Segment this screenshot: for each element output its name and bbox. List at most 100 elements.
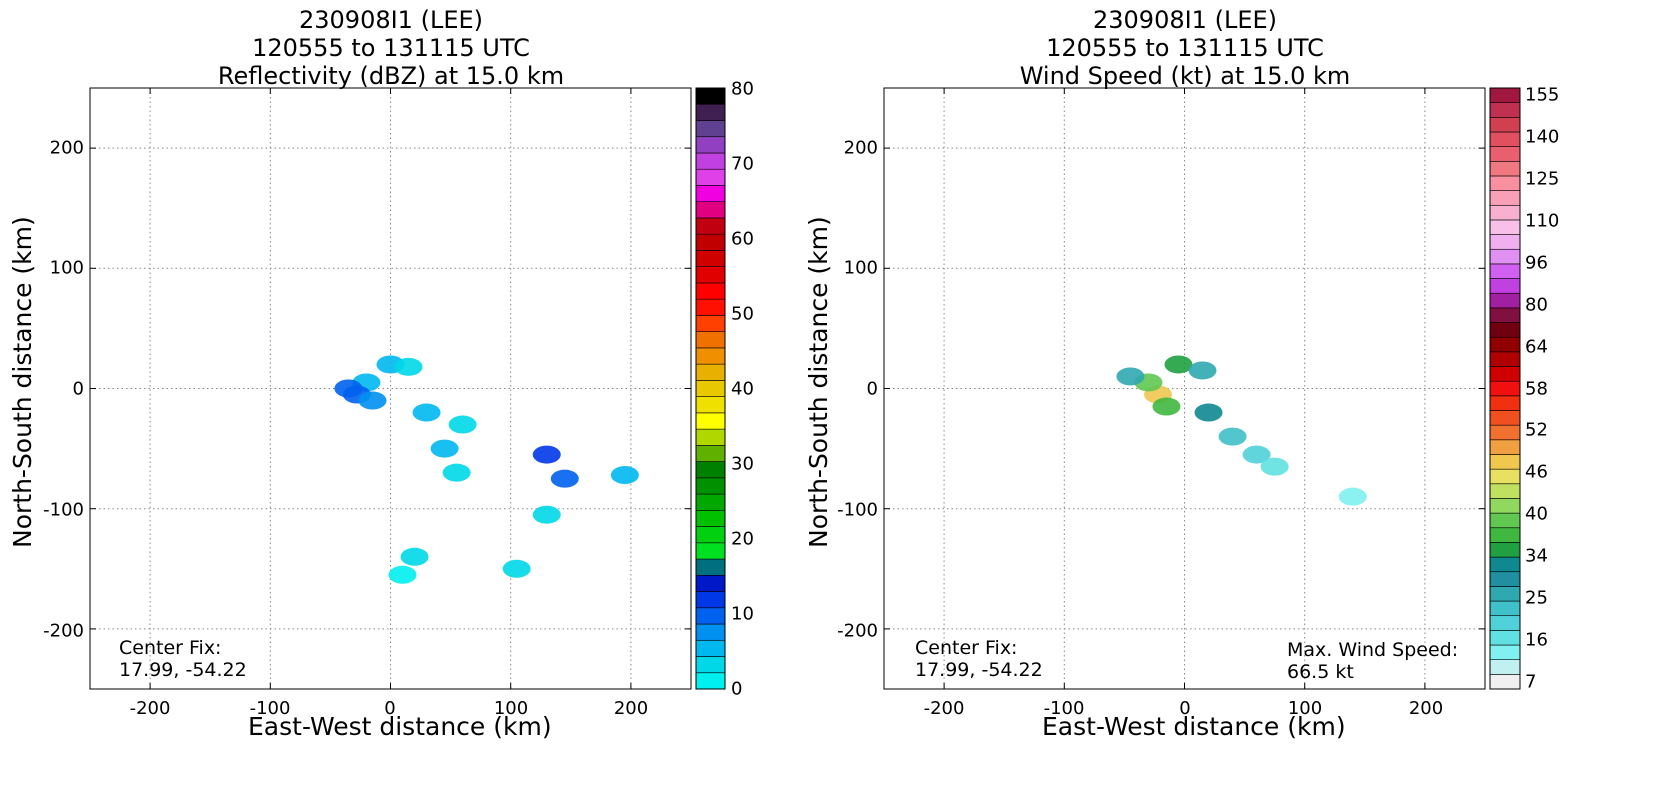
colorbar-segment xyxy=(1489,498,1521,514)
colorbar-tick-label: 140 xyxy=(1525,126,1560,148)
colorbar-segment xyxy=(1489,190,1521,206)
x-tick-label: 100 xyxy=(1287,698,1323,719)
echo-cell xyxy=(394,357,423,376)
x-tick-label: -200 xyxy=(923,698,965,719)
echo-cell xyxy=(400,547,429,566)
colorbar-segment xyxy=(1489,234,1521,250)
colorbar-frame xyxy=(695,87,726,690)
echo-cell xyxy=(1242,445,1271,464)
y-tick-label: -100 xyxy=(837,499,878,521)
echo-cell xyxy=(1194,403,1223,422)
x-tick-label: -200 xyxy=(129,698,171,719)
echo-cell xyxy=(610,466,639,485)
colorbar-segment xyxy=(1489,615,1521,631)
colorbar-segment xyxy=(1489,424,1521,441)
colorbar-segment xyxy=(695,136,726,154)
echo-cell xyxy=(1188,361,1217,380)
max-wind-label: Max. Wind Speed: xyxy=(1287,639,1459,661)
x-tick-label: 0 xyxy=(384,698,396,719)
echo-cell xyxy=(1152,397,1181,416)
colorbar-tick-label: 40 xyxy=(731,378,754,400)
plot-frame xyxy=(89,87,692,690)
colorbar-segment xyxy=(695,526,726,544)
colorbar-segment xyxy=(1489,322,1521,338)
x-tick-label: -100 xyxy=(249,698,291,719)
echo-cell xyxy=(358,391,387,410)
colorbar-segment xyxy=(695,477,726,495)
colorbar-segment xyxy=(1489,351,1521,367)
x-axis-title: East-West distance (km) xyxy=(1042,712,1346,741)
colorbar-segment xyxy=(1489,146,1521,162)
echo-cell xyxy=(430,439,459,458)
colorbar-segment xyxy=(695,298,726,316)
x-tick-label: 200 xyxy=(1408,698,1444,719)
colorbar-segment xyxy=(1489,644,1521,660)
colorbar-tick-label: 52 xyxy=(1525,419,1548,441)
colorbar-segment xyxy=(695,363,726,381)
colorbar-tick-label: 46 xyxy=(1525,461,1548,483)
colorbar-segment xyxy=(695,315,726,332)
echo-cell xyxy=(532,445,561,464)
y-tick-label: 100 xyxy=(843,257,878,279)
colorbar-segment xyxy=(1489,556,1521,573)
center-fix-value: 17.99, -54.22 xyxy=(119,659,247,681)
echo-cell xyxy=(448,415,477,434)
colorbar-segment xyxy=(695,510,726,527)
x-tick-label: -100 xyxy=(1043,698,1085,719)
colorbar-segment xyxy=(1489,512,1521,529)
colorbar-segment xyxy=(1489,87,1521,103)
colorbar-tick-label: 96 xyxy=(1525,252,1548,274)
colorbar-segment xyxy=(695,656,726,674)
plot-frame xyxy=(883,87,1486,690)
y-tick-label: 100 xyxy=(49,257,84,279)
colorbar-segment xyxy=(1489,204,1521,221)
colorbar-tick-label: 20 xyxy=(731,528,754,550)
y-tick-label: -100 xyxy=(43,499,84,521)
colorbar-segment xyxy=(1489,571,1521,587)
colorbar-segment xyxy=(1489,278,1521,294)
colorbar-segment xyxy=(695,591,726,609)
colorbar-segment xyxy=(695,347,726,365)
colorbar-segment xyxy=(1489,160,1521,177)
colorbar-segment xyxy=(695,396,726,414)
max-wind-value: 66.5 kt xyxy=(1287,661,1354,683)
center-fix-value: 17.99, -54.22 xyxy=(915,659,1043,681)
colorbar-tick-label: 50 xyxy=(731,303,754,325)
echo-cell xyxy=(388,565,417,584)
x-axis-title: East-West distance (km) xyxy=(248,712,552,741)
chart-title-line-2: 120555 to 131115 UTC xyxy=(252,34,530,62)
colorbar-segment xyxy=(695,217,726,235)
echo-cell xyxy=(502,559,531,578)
colorbar-segment xyxy=(1489,586,1521,602)
colorbar-segment xyxy=(695,233,726,251)
colorbar-segment xyxy=(695,623,726,641)
echo-cell xyxy=(1218,427,1247,446)
colorbar-segment xyxy=(695,428,726,446)
echo-cell xyxy=(1116,367,1145,386)
echo-cell xyxy=(412,403,441,422)
echo-cell xyxy=(1338,487,1367,506)
colorbar-segment xyxy=(1489,263,1521,279)
colorbar-segment xyxy=(695,250,726,267)
chart-title-line-1: 230908I1 (LEE) xyxy=(298,6,484,34)
colorbar-segment xyxy=(1489,131,1521,147)
colorbar-segment xyxy=(695,282,726,300)
center-fix-label: Center Fix: xyxy=(915,637,1018,659)
colorbar-segment xyxy=(695,493,726,511)
colorbar-segment xyxy=(1489,527,1521,543)
colorbar-tick-label: 110 xyxy=(1525,210,1560,232)
echo-cell xyxy=(442,463,471,482)
y-tick-label: -200 xyxy=(837,620,878,642)
colorbar-segment xyxy=(1489,439,1521,455)
colorbar-segment xyxy=(695,103,726,121)
colorbar-segment xyxy=(695,152,726,170)
colorbar-segment xyxy=(695,120,726,138)
colorbar-segment xyxy=(695,412,726,430)
colorbar-segment xyxy=(1489,542,1521,558)
x-tick-label: 0 xyxy=(1179,698,1191,719)
colorbar-segment xyxy=(1489,454,1521,470)
colorbar-tick-label: 25 xyxy=(1525,587,1548,609)
y-tick-label: 0 xyxy=(866,378,878,400)
colorbar-segment xyxy=(1489,336,1521,353)
reflectivity-plot xyxy=(89,87,726,690)
